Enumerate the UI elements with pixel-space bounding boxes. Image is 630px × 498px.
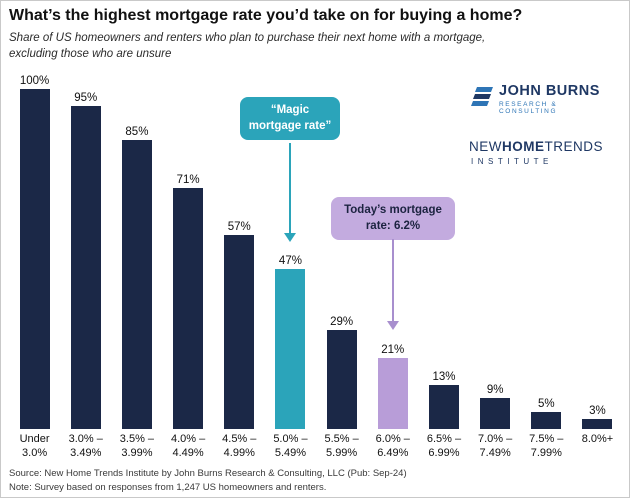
x-tick-label: 4.0% – 4.49% — [170, 433, 206, 460]
x-tick-label: Under 3.0% — [19, 433, 50, 460]
x-axis-labels: Under 3.0% 3.0% – 3.49% 3.5% – 3.99% 4.0% –… — [9, 432, 623, 461]
john-burns-logo-icon — [469, 86, 493, 112]
bar-slot: 47% — [265, 71, 316, 429]
bar-value-label: 100% — [19, 75, 50, 87]
bar — [377, 357, 408, 429]
nht-part-trends: TRENDS — [544, 139, 604, 154]
chart-subtitle: Share of US homeowners and renters who p… — [9, 32, 486, 60]
bar-value-label: 71% — [176, 173, 200, 186]
bar-slot: 85% — [111, 71, 162, 429]
bar — [326, 330, 357, 429]
bar-value-label: 57% — [227, 221, 251, 234]
x-tick-label: 8.0%+ — [581, 433, 614, 445]
bar-value-label: 5% — [537, 398, 555, 410]
x-tick-label: 5.5% – 5.99% — [324, 433, 359, 460]
bar — [531, 412, 562, 429]
x-tick-label: 3.0% – 3.49% — [68, 433, 103, 460]
brand-logos: JOHN BURNS RESEARCH & CONSULTING NEWHOME… — [469, 83, 617, 166]
x-tick-label: 7.5% – 7.99% — [529, 433, 564, 460]
new-home-trends-name: NEWHOMETRENDS — [469, 139, 617, 154]
bar — [480, 398, 511, 429]
bar-chart: 100% 95% 85% 71% 57% 47% 29% 21% 13% 9% 5% 3% Under… — [9, 71, 623, 469]
bar — [224, 235, 255, 429]
john-burns-logo: JOHN BURNS RESEARCH & CONSULTING — [469, 83, 617, 115]
bar — [121, 140, 152, 429]
magic-rate-callout: “Magic mortgage rate” — [240, 97, 340, 141]
bar-slot: 21% — [367, 71, 418, 429]
x-tick-label: 3.5% – 3.99% — [119, 433, 155, 460]
x-tick-label: 6.0% – 6.49% — [375, 433, 410, 460]
bar-value-label: 3% — [589, 404, 606, 417]
bar-slot: 29% — [316, 71, 367, 429]
bar-value-label: 47% — [278, 255, 302, 268]
magic-rate-arrow — [289, 143, 291, 233]
bar-slot: 9% — [470, 71, 521, 429]
john-burns-tagline: RESEARCH & CONSULTING — [499, 101, 558, 115]
new-home-trends-logo: NEWHOMETRENDS INSTITUTE — [469, 139, 617, 166]
x-tick-label: 6.5% – 6.99% — [426, 433, 462, 460]
bar-slot: 5% — [521, 71, 572, 429]
x-tick-label: 4.5% – 4.99% — [222, 433, 257, 460]
survey-note: Note: Survey based on responses from 1,2… — [9, 481, 327, 493]
bar — [19, 89, 50, 429]
bar-slot: 100% — [9, 71, 60, 429]
chart-title: What’s the highest mortgage rate you’d t… — [9, 7, 523, 24]
magic-rate-arrowhead-icon — [284, 233, 296, 242]
bar — [70, 106, 101, 429]
nht-part-home: HOME — [502, 139, 545, 154]
x-tick-label: 7.0% – 7.49% — [478, 433, 513, 460]
bar-slot: 95% — [60, 71, 111, 429]
bar — [582, 418, 613, 429]
bar-slot: 57% — [214, 71, 265, 429]
bars: 100% 95% 85% 71% 57% 47% 29% 21% 13% 9% 5% 3% — [9, 71, 623, 429]
bar-value-label: 29% — [330, 316, 354, 329]
bar-value-label: 95% — [74, 92, 98, 104]
nht-part-new: NEW — [469, 139, 502, 154]
bar — [428, 384, 459, 429]
bar-value-label: 85% — [125, 126, 149, 138]
today-rate-arrowhead-icon — [387, 321, 399, 330]
bar — [275, 269, 306, 429]
bar-slot: 71% — [163, 71, 214, 429]
bar-slot: 3% — [572, 71, 623, 429]
today-rate-arrow — [392, 239, 394, 321]
bar-slot: 13% — [418, 71, 469, 429]
bar-value-label: 9% — [486, 384, 504, 397]
today-rate-callout: Today’s mortgage rate: 6.2% — [331, 197, 455, 241]
john-burns-name: JOHN BURNS — [499, 83, 600, 99]
bar-value-label: 21% — [381, 343, 405, 356]
bar — [173, 187, 204, 429]
x-tick-label: 5.0% – 5.49% — [273, 433, 308, 460]
footnotes: Source: New Home Trends Institute by Joh… — [9, 467, 407, 494]
john-burns-logo-text: JOHN BURNS RESEARCH & CONSULTING — [499, 83, 617, 115]
bar-value-label: 13% — [432, 370, 456, 383]
source-note: Source: New Home Trends Institute by Joh… — [9, 468, 407, 480]
nht-institute-label: INSTITUTE — [471, 157, 553, 166]
